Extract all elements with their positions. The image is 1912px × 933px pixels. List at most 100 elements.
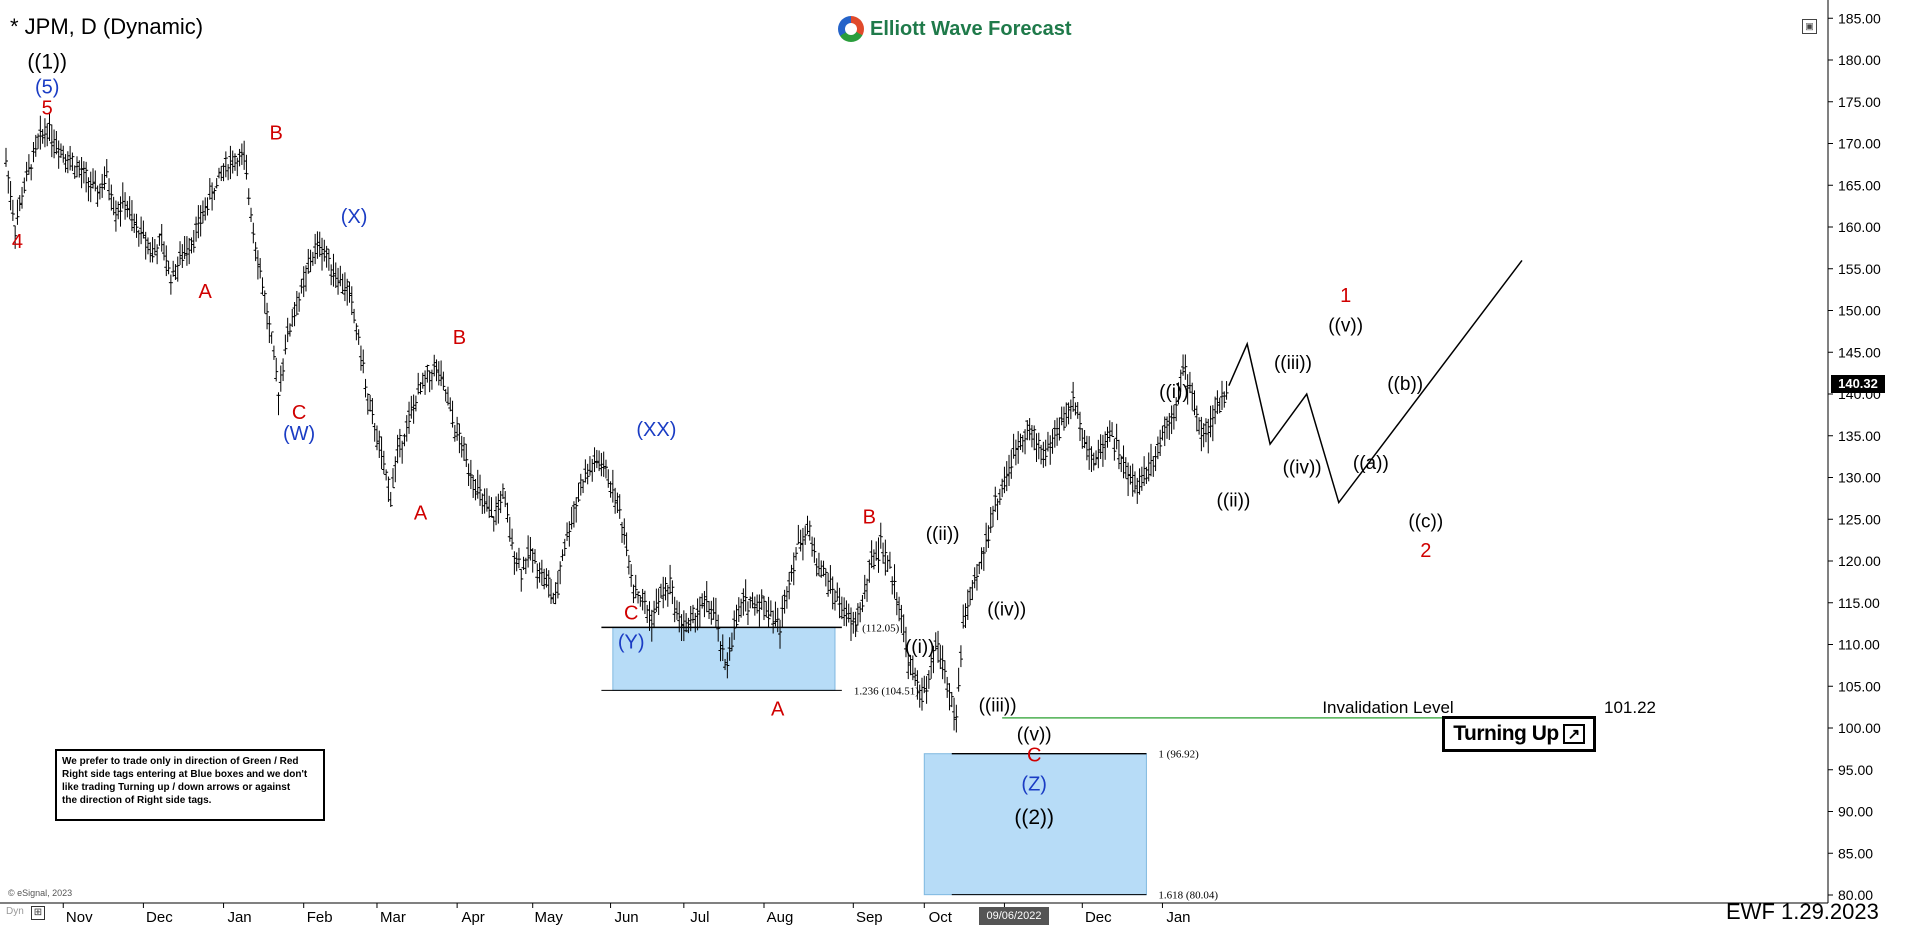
wave-label: ((ii)): [926, 524, 960, 545]
chart-title: * JPM, D (Dynamic): [10, 14, 204, 39]
ewf-date-stamp: EWF 1.29.2023: [1726, 899, 1879, 924]
brand-name: Elliott Wave Forecast: [870, 17, 1072, 40]
x-tick-label: Jan: [227, 909, 251, 926]
wave-label: 2: [1420, 540, 1431, 562]
x-tick-label: Aug: [767, 909, 794, 926]
projection-line: [1228, 259, 1523, 505]
wave-label: B: [863, 506, 876, 528]
wave-label: C: [292, 402, 306, 424]
x-tick-label: Jan: [1166, 909, 1190, 926]
note-line: like trading Turning up / down arrows or…: [62, 782, 291, 793]
y-tick-label: 145.00: [1838, 344, 1881, 360]
wave-label: A: [199, 281, 213, 303]
y-tick-label: 155.00: [1838, 261, 1881, 277]
wave-label: ((v)): [1017, 725, 1052, 746]
wave-label: 1: [1340, 285, 1351, 307]
y-tick-label: 160.00: [1838, 219, 1881, 235]
y-tick-label: 120.00: [1838, 553, 1881, 569]
window-icon[interactable]: ▣: [1802, 19, 1817, 34]
wave-label: 5: [42, 97, 53, 119]
wave-label: (W): [283, 423, 315, 445]
y-tick-label: 85.00: [1838, 845, 1873, 861]
x-tick-label: Oct: [929, 909, 953, 926]
wave-label: ((b)): [1387, 374, 1423, 395]
wave-label: C: [624, 602, 638, 624]
wave-label: ((iv)): [1283, 457, 1322, 478]
fib-blue-box: [612, 626, 836, 691]
wave-label: A: [414, 502, 428, 524]
x-tick-label: Apr: [461, 909, 484, 926]
y-tick-label: 170.00: [1838, 136, 1881, 152]
wave-label: ((iii)): [979, 695, 1017, 716]
axes: 80.0085.0090.0095.00100.00105.00110.0011…: [0, 0, 1881, 926]
wave-label: ((ii)): [1217, 491, 1251, 512]
y-tick-label: 130.00: [1838, 470, 1881, 486]
y-tick-label: 95.00: [1838, 762, 1873, 778]
turning-up-label: Turning Up: [1453, 722, 1559, 745]
wave-label: (X): [341, 206, 368, 228]
x-tick-label: Jun: [614, 909, 638, 926]
wave-label: ((iv)): [987, 599, 1026, 620]
y-tick-label: 165.00: [1838, 177, 1881, 193]
y-tick-label: 180.00: [1838, 52, 1881, 68]
x-tick-label: Jul: [690, 909, 709, 926]
projection-path: [1228, 259, 1523, 505]
y-tick-label: 105.00: [1838, 678, 1881, 694]
y-tick-label: 80.00: [1838, 887, 1873, 903]
wave-label: ((c)): [1408, 512, 1443, 533]
x-tick-label: May: [535, 909, 564, 926]
wave-label: ((i)): [1159, 382, 1189, 403]
y-tick-label: 115.00: [1838, 595, 1880, 611]
x-tick-label: Sep: [856, 909, 883, 926]
x-tick-label: Nov: [66, 909, 93, 926]
x-tick-label: Mar: [380, 909, 406, 926]
settings-icon[interactable]: ⊞: [31, 906, 45, 920]
wave-label: ((2)): [1014, 806, 1054, 829]
wave-label: ((iii)): [1274, 353, 1312, 374]
copyright: © eSignal, 2023: [8, 888, 73, 898]
turning-up-badge: Turning Up ↗: [1442, 716, 1596, 752]
wave-label: ((1)): [27, 50, 67, 73]
y-tick-label: 110.00: [1838, 637, 1880, 653]
wave-labels: ((1))(5)54AB(X)C(W)AB(XX)C(Y)AB((ii))((i…: [12, 50, 1443, 829]
fib-label-top: 1 (112.05): [854, 622, 900, 634]
wave-label: B: [453, 327, 466, 349]
wave-label: (5): [35, 76, 59, 98]
trading-note: We prefer to trade only in direction of …: [55, 749, 325, 821]
wave-label: (Y): [618, 632, 645, 654]
note-line: We prefer to trade only in direction of …: [62, 756, 299, 767]
y-tick-label: 175.00: [1838, 94, 1881, 110]
invalidation-label: Invalidation Level: [1322, 698, 1453, 717]
wave-label: (Z): [1021, 774, 1047, 796]
x-tick-label: Dec: [146, 909, 173, 926]
wave-label: B: [270, 122, 283, 144]
y-tick-label: 90.00: [1838, 804, 1873, 820]
x-tick-label: Feb: [307, 909, 333, 926]
fib-blue-box: [923, 753, 1147, 896]
brand-logo-icon: [838, 16, 864, 42]
y-tick-label: 150.00: [1838, 303, 1881, 319]
note-line: the direction of Right side tags.: [62, 795, 212, 806]
wave-label: A: [771, 698, 785, 720]
fib-label-bottom: 1.618 (80.04): [1158, 890, 1218, 902]
fib-label-top: 1 (96.92): [1158, 749, 1199, 761]
invalidation-value: 101.22: [1604, 698, 1656, 717]
wave-label: 4: [12, 231, 23, 253]
ohlc-bars: [4, 113, 1229, 733]
wave-label: (XX): [636, 419, 676, 441]
arrow-up-right-icon: ↗: [1562, 724, 1585, 744]
y-tick-label: 125.00: [1838, 511, 1881, 527]
fib-boxes: 1 (112.05) 1.236 (104.51) 1 (96.92) 1.618 (…: [601, 622, 1218, 902]
fib-label-bottom: 1.236 (104.51): [854, 685, 919, 697]
wave-label: C: [1027, 744, 1041, 766]
note-line: Right side tags entering at Blue boxes a…: [62, 769, 308, 780]
x-tick-label: Dec: [1085, 909, 1112, 926]
brand: Elliott Wave Forecast: [838, 16, 1072, 42]
y-tick-label: 185.00: [1838, 10, 1881, 26]
wave-label: ((v)): [1328, 315, 1363, 336]
esignal-mark: Dyn: [6, 906, 24, 917]
wave-label: ((a)): [1353, 453, 1389, 474]
wave-label: ((i)): [905, 637, 935, 658]
